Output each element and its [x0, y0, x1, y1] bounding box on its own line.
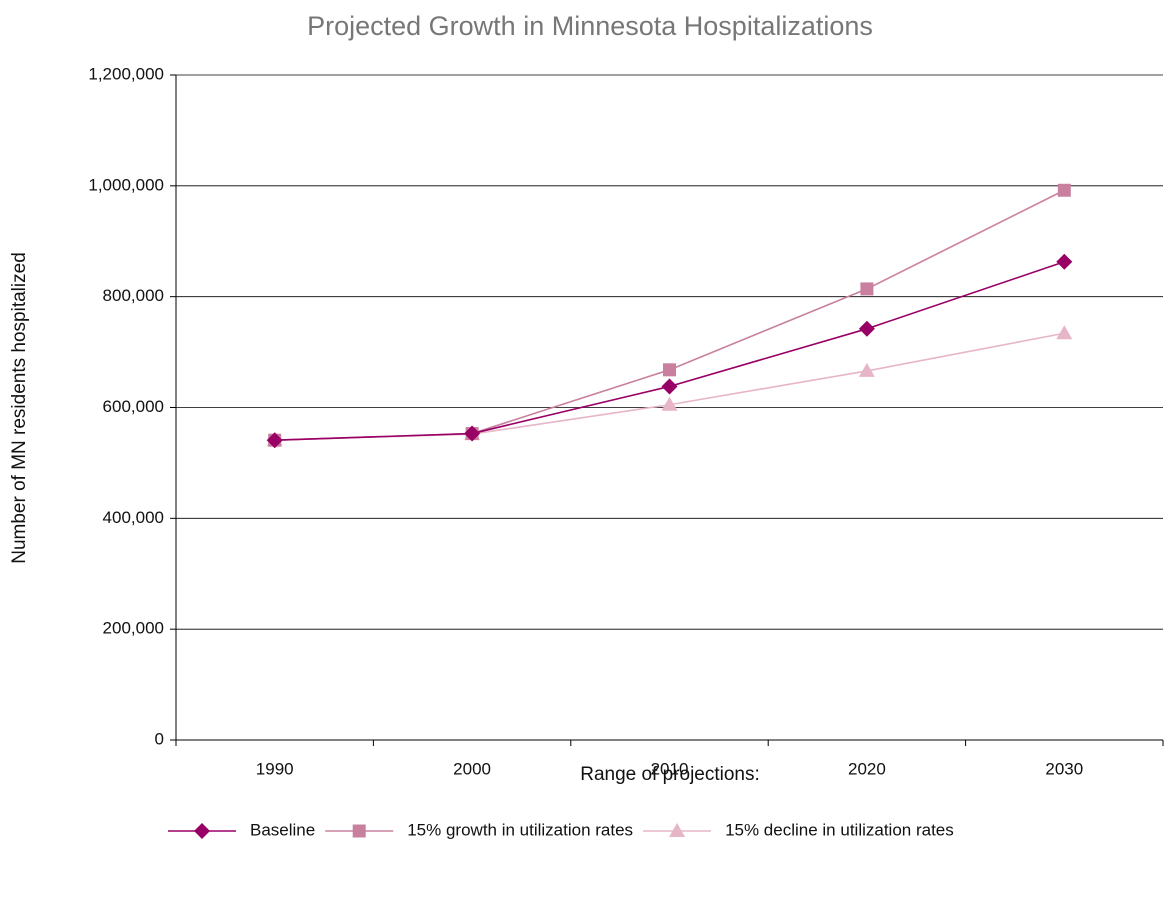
legend-label: 15% growth in utilization rates — [407, 820, 633, 839]
y-tick-label: 600,000 — [103, 397, 164, 416]
x-axis-label: Range of projections: — [580, 764, 760, 785]
marker — [661, 378, 678, 395]
marker — [1056, 325, 1073, 340]
marker — [1057, 183, 1071, 197]
marker — [266, 432, 283, 449]
marker — [464, 425, 481, 442]
series-line — [274, 260, 1065, 441]
y-axis-label: Number of MN residents hospitalized — [9, 252, 30, 564]
x-tick-label: 2020 — [848, 759, 886, 778]
marker — [352, 824, 366, 838]
y-tick-label: 200,000 — [103, 619, 164, 638]
marker — [858, 320, 875, 337]
y-tick-label: 0 — [155, 729, 164, 748]
x-tick-label: 1990 — [256, 759, 294, 778]
legend-label: 15% decline in utilization rates — [725, 820, 954, 839]
marker — [860, 282, 874, 296]
marker — [663, 363, 676, 377]
x-tick-label: 2000 — [453, 759, 491, 778]
y-tick-label: 1,000,000 — [88, 175, 164, 194]
marker — [669, 823, 686, 837]
x-tick-label: 2030 — [1045, 759, 1083, 778]
chart-title: Projected Growth in Minnesota Hospitaliz… — [307, 11, 873, 41]
x-tick-label: 2010 — [651, 759, 689, 778]
marker — [858, 362, 875, 377]
marker — [194, 823, 210, 839]
marker — [661, 396, 678, 411]
marker — [1056, 253, 1073, 270]
y-tick-label: 800,000 — [103, 286, 164, 305]
legend-label: Baseline — [250, 820, 315, 839]
y-tick-label: 400,000 — [103, 508, 164, 527]
y-tick-label: 1,200,000 — [88, 64, 164, 83]
